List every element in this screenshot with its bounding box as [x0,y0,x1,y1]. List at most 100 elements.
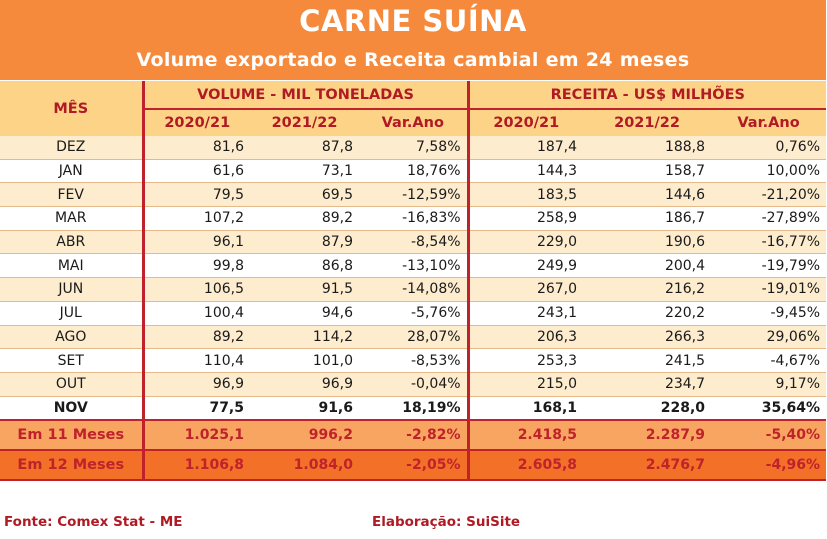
rec-2122-cell: 220,2 [583,301,712,326]
vol-var-cell: -0,04% [359,372,470,397]
total-row: Em 12 Meses 1.106,8 1.084,0 -2,05% 2.605,8 2.… [0,449,827,482]
vol-2021-cell: 79,5 [143,182,250,208]
rec-2122-cell: 266,3 [583,325,712,350]
month-cell: FEV [0,182,145,208]
rec-var-cell: -4,67% [711,348,827,373]
table-row: MAR 107,2 89,2 -16,83% 258,9 186,7 -27,89% [0,206,827,231]
vol-var-cell: -5,76% [359,301,470,326]
vol-2021-cell: 1.025,1 [143,419,250,451]
rec-2021-cell: 2.605,8 [468,449,584,482]
rec-var-cell: 0,76% [711,136,827,160]
month-cell: Em 11 Meses [0,419,145,451]
rec-var-cell: 35,64% [711,396,827,421]
rec-var-cell: -21,20% [711,182,827,208]
rec-2021-cell: 2.418,5 [468,419,584,451]
vol-2021-cell: 100,4 [143,301,250,326]
month-cell: MAR [0,206,145,231]
month-cell: DEZ [0,136,145,160]
rec-var-cell: -16,77% [711,230,827,255]
month-cell: AGO [0,325,145,350]
header-row-years: 2020/21 2021/22 Var.Ano 2020/21 2021/22 … [0,109,827,136]
rec-2122-cell: 144,6 [583,182,712,208]
header-receita-group: RECEITA - US$ MILHÕES [468,81,827,110]
table-row: JAN 61,6 73,1 18,76% 144,3 158,7 10,00% [0,159,827,184]
month-cell: ABR [0,230,145,255]
header-rec-var: Var.Ano [711,109,827,136]
vol-var-cell: -12,59% [359,182,470,208]
vol-2122-cell: 101,0 [250,348,359,373]
vol-2122-cell: 114,2 [250,325,359,350]
vol-var-cell: -16,83% [359,206,470,231]
vol-var-cell: 28,07% [359,325,470,350]
vol-2021-cell: 61,6 [143,159,250,184]
table-row: ABR 96,1 87,9 -8,54% 229,0 190,6 -16,77% [0,230,827,255]
month-cell: JUL [0,301,145,326]
rec-2021-cell: 243,1 [468,301,584,326]
vol-2122-cell: 69,5 [250,182,359,208]
table-row: AGO 89,2 114,2 28,07% 206,3 266,3 29,06% [0,325,827,350]
month-cell: Em 12 Meses [0,449,145,482]
rec-2021-cell: 206,3 [468,325,584,350]
vol-2122-cell: 86,8 [250,253,359,279]
rec-var-cell: 10,00% [711,159,827,184]
vol-var-cell: 7,58% [359,136,470,160]
header-vol-var: Var.Ano [359,109,470,136]
rec-2122-cell: 216,2 [583,277,712,302]
rec-var-cell: 29,06% [711,325,827,350]
vol-var-cell: -13,10% [359,253,470,279]
rec-2021-cell: 229,0 [468,230,584,255]
total-row: Em 11 Meses 1.025,1 996,2 -2,82% 2.418,5 2.28… [0,419,827,451]
rec-2122-cell: 158,7 [583,159,712,184]
table-row: SET 110,4 101,0 -8,53% 253,3 241,5 -4,67% [0,348,827,373]
rec-2021-cell: 258,9 [468,206,584,231]
vol-2021-cell: 81,6 [143,136,250,160]
page-subtitle: Volume exportado e Receita cambial em 24… [136,49,690,71]
month-cell: NOV [0,396,145,421]
vol-var-cell: -2,05% [359,449,470,482]
vol-2021-cell: 1.106,8 [143,449,250,482]
vol-2122-cell: 996,2 [250,419,359,451]
rec-var-cell: -27,89% [711,206,827,231]
header-volume-group: VOLUME - MIL TONELADAS [143,81,470,110]
rec-2122-cell: 200,4 [583,253,712,279]
table-row: MAI 99,8 86,8 -13,10% 249,9 200,4 -19,79% [0,253,827,279]
vol-var-cell: 18,76% [359,159,470,184]
rec-2122-cell: 190,6 [583,230,712,255]
footer-credit: Elaboração: SuiSite [372,514,521,530]
rec-var-cell: -19,79% [711,253,827,279]
rec-2021-cell: 215,0 [468,372,584,397]
vol-2021-cell: 99,8 [143,253,250,279]
vol-2021-cell: 107,2 [143,206,250,231]
rec-2021-cell: 249,9 [468,253,584,279]
rec-var-cell: -5,40% [711,419,827,451]
month-cell: JAN [0,159,145,184]
rec-2122-cell: 234,7 [583,372,712,397]
header-mes: MÊS [0,81,145,136]
vol-var-cell: -8,53% [359,348,470,373]
vol-2122-cell: 1.084,0 [250,449,359,482]
vol-var-cell: -14,08% [359,277,470,302]
header-vol-2122: 2021/22 [250,109,359,136]
rec-2021-cell: 168,1 [468,396,584,421]
month-cell: SET [0,348,145,373]
data-table: MÊS VOLUME - MIL TONELADAS RECEITA - US$… [0,81,827,482]
header-row-groups: MÊS VOLUME - MIL TONELADAS RECEITA - US$… [0,81,827,136]
vol-var-cell: -8,54% [359,230,470,255]
vol-2122-cell: 73,1 [250,159,359,184]
header-rec-2122: 2021/22 [583,109,712,136]
vol-2021-cell: 77,5 [143,396,250,421]
table-row: JUN 106,5 91,5 -14,08% 267,0 216,2 -19,01% [0,277,827,302]
vol-2122-cell: 91,6 [250,396,359,421]
vol-2122-cell: 96,9 [250,372,359,397]
table-row: OUT 96,9 96,9 -0,04% 215,0 234,7 9,17% [0,372,827,397]
vol-2122-cell: 91,5 [250,277,359,302]
footer-source: Fonte: Comex Stat - ME [4,514,183,530]
month-cell: MAI [0,253,145,279]
rec-2122-cell: 2.287,9 [583,419,712,451]
table-row: NOV 77,5 91,6 18,19% 168,1 228,0 35,64% [0,396,827,421]
rec-var-cell: -9,45% [711,301,827,326]
page-title: CARNE SUÍNA [299,4,527,38]
rec-var-cell: 9,17% [711,372,827,397]
vol-2021-cell: 110,4 [143,348,250,373]
